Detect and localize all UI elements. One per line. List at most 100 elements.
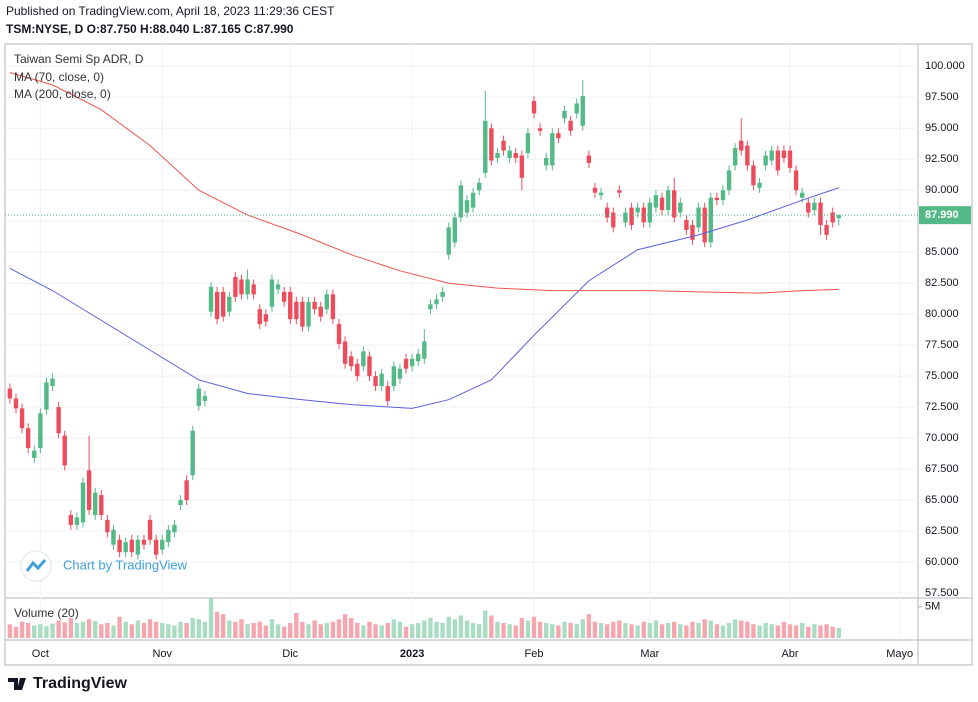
y-tick-label: 90.000 <box>925 184 959 196</box>
last-price-label: 87.990 <box>925 209 959 221</box>
volume-bar <box>80 621 86 638</box>
volume-bar <box>556 625 561 638</box>
volume-bar <box>470 623 476 638</box>
y-tick-label: 62.500 <box>925 525 959 537</box>
candle-body <box>227 296 232 312</box>
legend-ma200: MA (200, close, 0) <box>14 87 111 101</box>
volume-bar <box>531 616 537 638</box>
volume-bar <box>257 621 262 638</box>
candle-body <box>385 386 390 401</box>
volume-bar <box>818 625 823 638</box>
candle-body <box>544 158 549 166</box>
candle-body <box>403 358 409 369</box>
volume-bar <box>653 620 659 638</box>
candle-body <box>135 539 141 555</box>
volume-bar <box>763 623 768 638</box>
candle-body <box>550 133 555 166</box>
volume-bar <box>56 620 61 638</box>
x-tick-label: Dic <box>282 648 298 660</box>
candle-body <box>775 150 781 171</box>
y-tick-label: 100.000 <box>925 60 965 72</box>
candle-body <box>641 207 646 223</box>
volume-bar <box>690 621 695 638</box>
candle-body <box>623 212 628 223</box>
candle-body <box>495 153 500 159</box>
volume-bar <box>172 625 177 638</box>
candle-body <box>787 150 793 168</box>
candle-body <box>708 197 713 243</box>
volume-bar <box>757 625 762 638</box>
volume-bar <box>269 619 275 638</box>
volume-bar <box>525 620 531 638</box>
candle-body <box>373 376 378 387</box>
chart-frame <box>4 43 973 666</box>
candle-body <box>726 170 732 191</box>
marks <box>5 72 918 638</box>
volume-bar <box>678 624 683 638</box>
volume-bar <box>129 624 134 638</box>
volume-bar <box>824 624 829 638</box>
volume-bar <box>379 625 384 638</box>
candle-body <box>50 378 55 387</box>
candle-body <box>80 482 86 523</box>
candle-body <box>32 450 37 458</box>
candle-body <box>489 128 494 161</box>
candle-body <box>422 341 427 359</box>
y-tick-label: 95.000 <box>925 122 959 134</box>
volume-bar <box>787 624 793 638</box>
brand-logo <box>8 678 26 690</box>
x-tick-label: 2023 <box>400 648 424 660</box>
volume-bar <box>635 625 640 638</box>
volume-bar <box>166 624 171 638</box>
candle-body <box>604 207 610 218</box>
y-tick-label: 67.500 <box>925 463 959 475</box>
y-tick-label: 85.000 <box>925 246 959 258</box>
candle-body <box>611 212 616 228</box>
candle-body <box>391 366 397 387</box>
volume-bar <box>720 625 726 638</box>
volume-bar <box>751 624 756 638</box>
volume-bar <box>93 621 98 638</box>
volume-bar <box>745 621 750 638</box>
volume-bar <box>336 619 342 638</box>
volume-bar <box>348 618 354 638</box>
candle-body <box>160 539 165 550</box>
volume-bar <box>147 619 153 638</box>
volume-bar <box>330 621 336 638</box>
candle-body <box>653 195 659 208</box>
y-tick-label: 60.000 <box>925 556 959 568</box>
candle-body <box>580 96 585 126</box>
volume-bar <box>537 621 543 638</box>
volume-bar <box>513 625 518 638</box>
volume-bar <box>659 624 665 638</box>
candle-body <box>672 190 677 218</box>
volume-bar <box>281 626 287 638</box>
volume-bar <box>483 610 488 638</box>
volume-bar <box>385 623 390 638</box>
y-tick-label: 65.000 <box>925 494 959 506</box>
volume-bar <box>32 625 37 638</box>
volume-bar <box>458 615 464 638</box>
volume-tick-label: 5M <box>925 601 940 613</box>
candle-body <box>38 413 43 449</box>
last-price-tag <box>919 206 971 225</box>
candle-body <box>275 284 281 290</box>
candle-body <box>702 207 707 243</box>
volume-bar <box>251 623 256 638</box>
candle-body <box>233 277 238 297</box>
candle-body <box>647 202 653 223</box>
volume-bar <box>598 623 604 638</box>
candle-body <box>367 356 372 377</box>
volume-bar <box>416 623 421 638</box>
x-tick-label: Abr <box>781 648 798 660</box>
candle-body <box>574 103 579 114</box>
candle-body <box>507 150 512 159</box>
volume-bar <box>781 621 787 638</box>
candle-body <box>598 192 604 196</box>
volume-bar <box>403 626 409 638</box>
candle-body <box>13 398 19 409</box>
volume-bar <box>409 624 415 638</box>
volume-bar <box>562 621 567 638</box>
candle-body <box>214 291 220 320</box>
y-tick-label: 97.500 <box>925 91 959 103</box>
